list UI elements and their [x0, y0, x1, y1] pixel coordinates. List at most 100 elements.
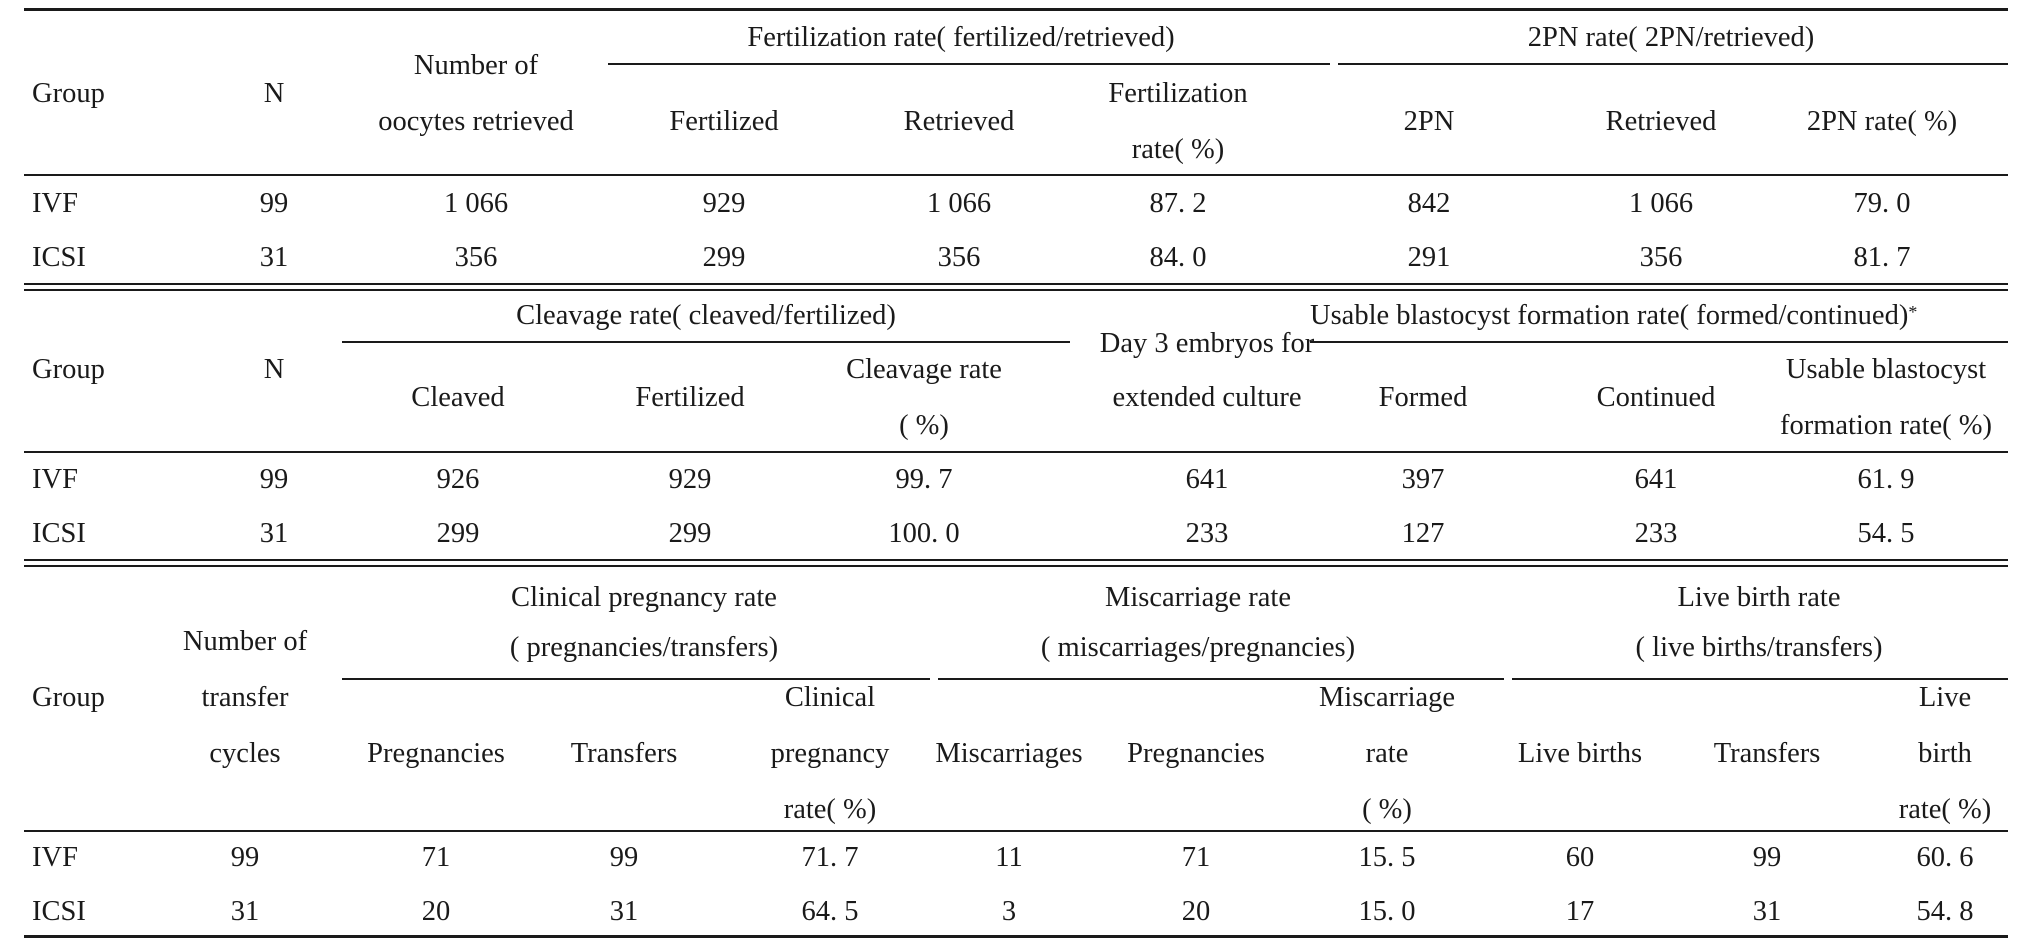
- header-pregnancies: Pregnancies: [1127, 738, 1265, 769]
- cell: 71: [1181, 842, 1211, 873]
- cell: 15. 0: [1358, 896, 1416, 927]
- header-live-birth-rate: rate( %): [1898, 794, 1992, 825]
- header-live-birth-span: ( live births/transfers): [1635, 632, 1883, 663]
- header-2pn-rate: 2PN rate( %): [1806, 106, 1958, 137]
- cell: IVF: [32, 188, 78, 219]
- header-continued: Continued: [1596, 382, 1716, 413]
- section-separator: [24, 283, 2008, 285]
- header-day3-embryos: extended culture: [1112, 382, 1302, 413]
- section-separator: [24, 559, 2008, 561]
- section-separator: [24, 565, 2008, 567]
- header-group: Group: [32, 682, 105, 713]
- cell: 233: [1634, 518, 1678, 549]
- header-fertilization-rate: rate( %): [1131, 134, 1225, 165]
- table-top-rule: [24, 8, 2008, 11]
- header-transfers: Transfers: [1713, 738, 1821, 769]
- cell: 71. 7: [801, 842, 859, 873]
- cell: 127: [1401, 518, 1445, 549]
- cell: 31: [609, 896, 639, 927]
- cell: 11: [995, 842, 1023, 873]
- cell: 842: [1407, 188, 1451, 219]
- cell: 929: [668, 464, 712, 495]
- header-miscarriage-rate: ( %): [1362, 794, 1412, 825]
- cell: 71: [421, 842, 451, 873]
- cell: 81. 7: [1853, 242, 1911, 273]
- cell: 3: [1001, 896, 1017, 927]
- header-transfer-cycles: transfer: [201, 682, 289, 713]
- footnote-mark: *: [1908, 302, 1918, 322]
- cell: 299: [668, 518, 712, 549]
- header-retrieved: Retrieved: [903, 106, 1015, 137]
- cell: 54. 8: [1916, 896, 1974, 927]
- header-transfer-cycles: Number of: [182, 626, 308, 657]
- header-fertilized: Fertilized: [669, 106, 779, 137]
- cell: 233: [1185, 518, 1229, 549]
- cell: 31: [230, 896, 260, 927]
- header-cleavage-span: Cleavage rate( cleaved/fertilized): [516, 300, 896, 331]
- header-group: Group: [32, 354, 105, 385]
- cell: 64. 5: [801, 896, 859, 927]
- cell: 356: [454, 242, 498, 273]
- cell: 291: [1407, 242, 1451, 273]
- cell: 60. 6: [1916, 842, 1974, 873]
- cell: 1 066: [926, 188, 992, 219]
- header-miscarriage-rate: Miscarriage: [1318, 682, 1456, 713]
- header-clinical-pregnancy-rate: Clinical: [784, 682, 876, 713]
- header-fertilization-rate: Fertilization: [1108, 78, 1248, 109]
- header-formed: Formed: [1378, 382, 1468, 413]
- header-oocytes: Number of: [413, 50, 539, 81]
- header-pregnancies: Pregnancies: [367, 738, 505, 769]
- header-live-birth-rate: birth: [1918, 738, 1972, 769]
- cell: 99: [230, 842, 260, 873]
- header-miscarriage-span: ( miscarriages/pregnancies): [1040, 632, 1356, 663]
- cell: 641: [1185, 464, 1229, 495]
- section-separator: [24, 289, 2008, 291]
- cell: ICSI: [32, 896, 86, 927]
- header-2pn: 2PN: [1403, 106, 1455, 137]
- results-table: Group N Number of oocytes retrieved Fert…: [24, 0, 2008, 944]
- cell: 356: [937, 242, 981, 273]
- header-blastocyst-rate: Usable blastocyst: [1785, 354, 1987, 385]
- header-rule: [24, 830, 2008, 832]
- header-2pn-span: 2PN rate( 2PN/retrieved): [1527, 22, 1815, 53]
- cell: 99: [259, 188, 289, 219]
- header-fertilization-span: Fertilization rate( fertilized/retrieved…: [747, 22, 1175, 53]
- span-rule: [1512, 678, 2008, 680]
- cell: 17: [1565, 896, 1595, 927]
- cell: 54. 5: [1857, 518, 1915, 549]
- span-rule: [608, 63, 1330, 65]
- span-rule: [1338, 63, 2008, 65]
- cell: 31: [259, 242, 289, 273]
- cell: 79. 0: [1853, 188, 1911, 219]
- header-blastocyst-rate: formation rate( %): [1779, 410, 1993, 441]
- header-transfers: Transfers: [570, 738, 678, 769]
- header-transfer-cycles: cycles: [209, 738, 281, 769]
- cell: 99: [1752, 842, 1782, 873]
- header-live-births: Live births: [1517, 738, 1643, 769]
- cell: 60: [1565, 842, 1595, 873]
- header-rule: [24, 451, 2008, 453]
- cell: 929: [702, 188, 746, 219]
- cell: 84. 0: [1149, 242, 1207, 273]
- header-live-birth-rate: Live: [1918, 682, 1972, 713]
- header-miscarriages: Miscarriages: [935, 738, 1083, 769]
- cell: 87. 2: [1149, 188, 1207, 219]
- cell: 356: [1639, 242, 1683, 273]
- cell: 31: [1752, 896, 1782, 927]
- cell: 20: [421, 896, 451, 927]
- cell: 99. 7: [895, 464, 953, 495]
- cell: 926: [436, 464, 480, 495]
- cell: 15. 5: [1358, 842, 1416, 873]
- span-rule: [342, 678, 930, 680]
- header-blastocyst-span: Usable blastocyst formation rate( formed…: [1310, 300, 1918, 331]
- header-2pn-retrieved: Retrieved: [1605, 106, 1717, 137]
- cell: 99: [259, 464, 289, 495]
- header-cleavage-rate: ( %): [899, 410, 949, 441]
- header-group: Group: [32, 78, 105, 109]
- cell: IVF: [32, 464, 78, 495]
- span-rule: [1310, 341, 2008, 343]
- span-rule: [938, 678, 1504, 680]
- cell: 641: [1634, 464, 1678, 495]
- cell: 31: [259, 518, 289, 549]
- header-rule: [24, 174, 2008, 176]
